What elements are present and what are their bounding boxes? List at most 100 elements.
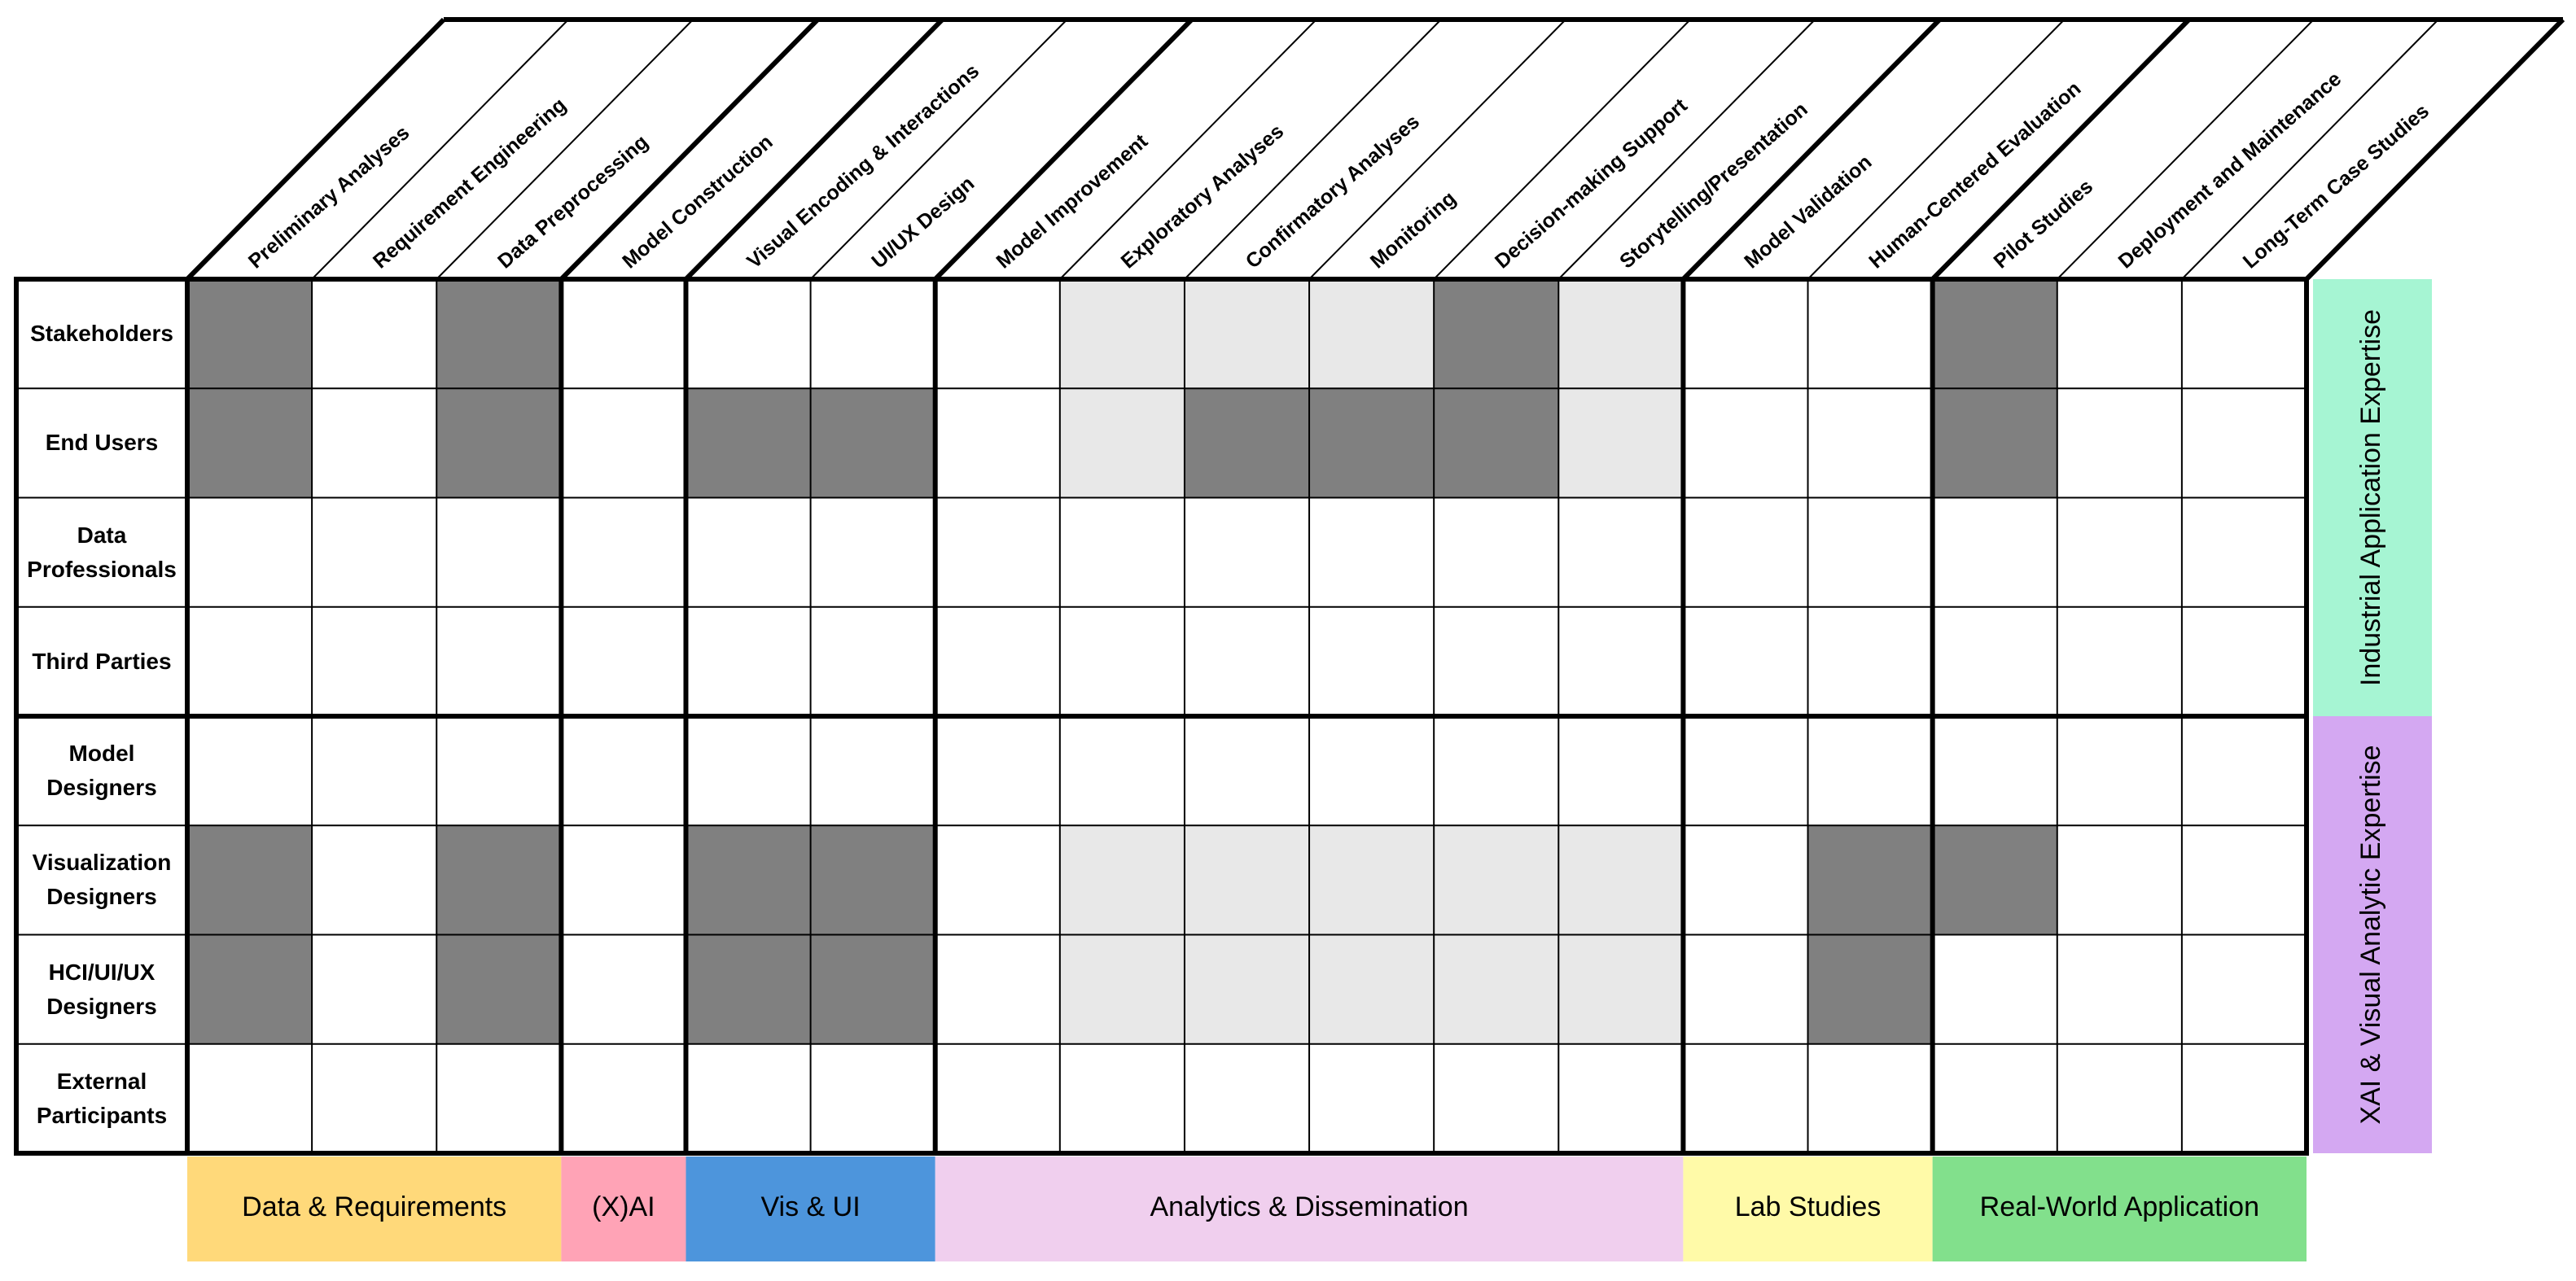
cell [1059, 279, 1185, 389]
cell [1558, 279, 1684, 389]
cell [1807, 279, 1933, 389]
column-label: Deployment and Maintenance [2114, 68, 2346, 273]
cell [1434, 825, 1559, 935]
cell [935, 825, 1060, 935]
column-group-label: (X)AI [592, 1191, 655, 1222]
cell [810, 1043, 935, 1153]
cell [1558, 388, 1684, 498]
cell [312, 716, 437, 826]
cell [810, 716, 935, 826]
cell [1184, 279, 1310, 389]
cell [312, 1043, 437, 1153]
cell [935, 497, 1060, 607]
column-group-bar [935, 1156, 1684, 1261]
cell [312, 934, 437, 1044]
cell [810, 934, 935, 1044]
column-label: UI/UX Design [867, 172, 979, 273]
header-diagonal [311, 19, 569, 280]
row-label: Stakeholders [30, 321, 173, 347]
row-label: End Users [45, 430, 159, 456]
column-label: Model Validation [1740, 151, 1876, 273]
cell [1434, 388, 1559, 498]
cell [1309, 497, 1435, 607]
cell [561, 934, 686, 1044]
cell [1434, 934, 1559, 1044]
cell [2181, 279, 2307, 389]
header-diagonal [1184, 19, 1442, 280]
cell [436, 606, 562, 716]
row-label: Third Parties [32, 648, 172, 674]
cell [436, 1043, 562, 1153]
cell [2057, 388, 2182, 498]
cell [810, 825, 935, 935]
cell [1309, 825, 1435, 935]
cell [436, 497, 562, 607]
cell [810, 497, 935, 607]
cell [2057, 934, 2182, 1044]
header-diagonal [1433, 19, 1691, 280]
header-diagonal [2057, 19, 2315, 280]
cell [187, 606, 313, 716]
header-diagonal [933, 17, 1194, 282]
cell [686, 934, 811, 1044]
cell [1683, 497, 1808, 607]
cell [1807, 388, 1933, 498]
column-group-bar [1932, 1156, 2307, 1261]
cell [1434, 716, 1559, 826]
cell [1932, 279, 2057, 389]
cell [2181, 716, 2307, 826]
cell [1059, 1043, 1185, 1153]
cell [1807, 934, 1933, 1044]
header-diagonal [1557, 19, 1816, 280]
column-label: Visual Encoding & Interactions [743, 59, 984, 273]
cell [187, 497, 313, 607]
header-diagonal [436, 19, 694, 280]
cell [686, 497, 811, 607]
cell [935, 716, 1060, 826]
column-group-label: Analytics & Dissemination [1150, 1191, 1468, 1222]
cell [1059, 825, 1185, 935]
cell [2057, 497, 2182, 607]
header-diagonal [1059, 19, 1317, 280]
column-group-bar [561, 1156, 686, 1261]
cell [2181, 1043, 2307, 1153]
cell [1059, 606, 1185, 716]
cell [2181, 825, 2307, 935]
header-diagonal [809, 19, 1068, 280]
cell [1558, 934, 1684, 1044]
header-diagonal [1930, 17, 2191, 282]
cell [686, 716, 811, 826]
cell [1558, 606, 1684, 716]
cell [1309, 716, 1435, 826]
cell [1807, 825, 1933, 935]
cell [436, 716, 562, 826]
cell [2057, 1043, 2182, 1153]
cell [1434, 606, 1559, 716]
cell [1309, 1043, 1435, 1153]
cell [1683, 606, 1808, 716]
cell [1059, 716, 1185, 826]
cell [1558, 825, 1684, 935]
cell [2181, 497, 2307, 607]
cell [2057, 716, 2182, 826]
cell [686, 1043, 811, 1153]
cell [1184, 1043, 1310, 1153]
cell [561, 497, 686, 607]
cell [1059, 934, 1185, 1044]
cell [1309, 388, 1435, 498]
cell [436, 825, 562, 935]
cell [312, 388, 437, 498]
cell [935, 1043, 1060, 1153]
header-diagonal [559, 17, 820, 282]
row-label: Model Designers [46, 741, 157, 801]
cell [1932, 606, 2057, 716]
cell [187, 1043, 313, 1153]
cell [810, 606, 935, 716]
cell [1184, 606, 1310, 716]
cell [1683, 279, 1808, 389]
cell [1309, 606, 1435, 716]
cell [810, 279, 935, 389]
cell [436, 388, 562, 498]
cell [686, 388, 811, 498]
